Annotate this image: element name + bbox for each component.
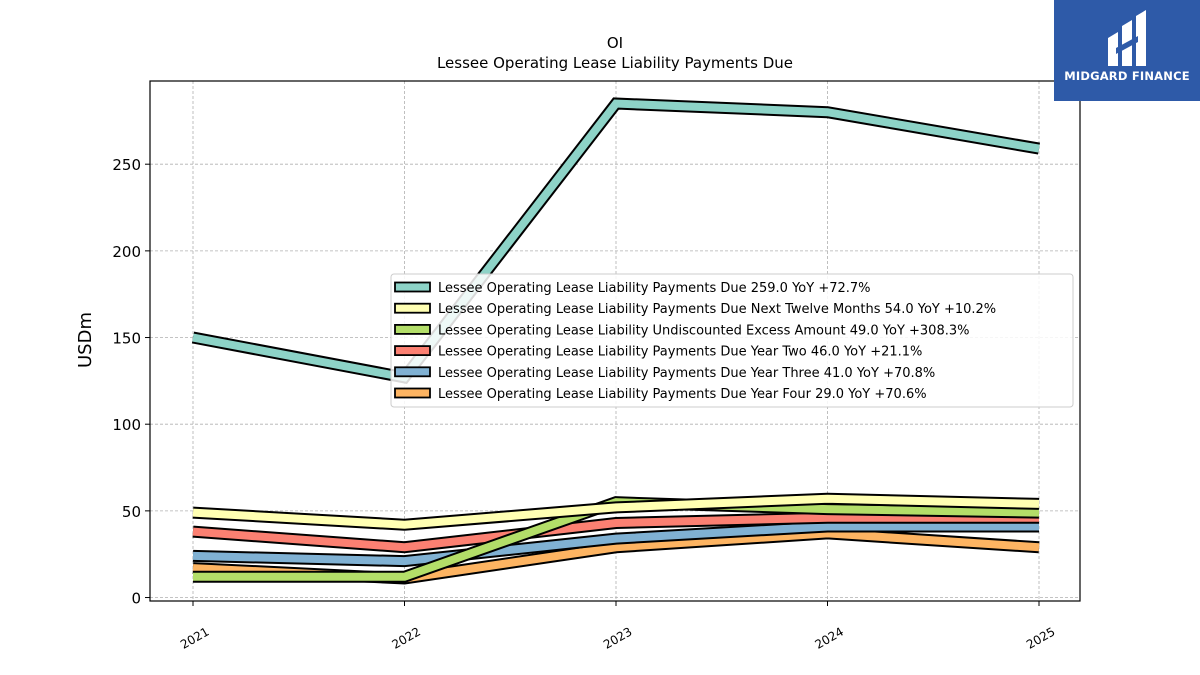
series-line	[191, 97, 1041, 384]
y-tick-label: 0	[131, 590, 141, 608]
legend-swatch	[394, 323, 431, 335]
x-tick-label: 2025	[1024, 624, 1057, 651]
series-line-core	[192, 513, 1039, 552]
y-tick-label: 150	[112, 330, 141, 348]
logo-text: MIDGARD FINANCE	[1064, 69, 1190, 83]
plot-frame	[149, 80, 1081, 602]
legend-swatch	[394, 387, 431, 399]
legend-box	[390, 273, 1074, 408]
y-axis-label: USDm	[75, 312, 96, 368]
legend: Lessee Operating Lease Liability Payment…	[390, 273, 1074, 408]
chart-title: OI	[607, 34, 623, 52]
legend-entry-label: Lessee Operating Lease Liability Payment…	[438, 387, 927, 402]
legend-swatch	[394, 302, 431, 314]
x-tick-label: 2023	[601, 624, 634, 651]
series-line	[192, 511, 1039, 554]
y-tick-label: 50	[122, 503, 141, 521]
legend-entry-label: Lessee Operating Lease Liability Payment…	[438, 366, 935, 381]
series-line	[192, 492, 1040, 531]
chart-subtitle: Lessee Operating Lease Liability Payment…	[437, 54, 793, 72]
legend-swatch	[394, 366, 431, 378]
legend-swatch	[394, 281, 431, 293]
brand-logo: MIDGARD FINANCE	[1054, 0, 1200, 101]
series-line-core	[192, 494, 1040, 529]
series-line-core	[192, 522, 1039, 566]
legend-swatch	[394, 345, 431, 357]
series-line	[192, 520, 1039, 568]
x-tick-label: 2022	[390, 624, 423, 651]
legend-entry-label: Lessee Operating Lease Liability Undisco…	[438, 323, 969, 338]
y-tick-label: 250	[112, 156, 141, 174]
y-tick-label: 100	[112, 416, 141, 434]
legend-entry-label: Lessee Operating Lease Liability Payment…	[438, 302, 996, 317]
x-tick-label: 2021	[178, 624, 211, 651]
series-lines	[191, 97, 1041, 585]
legend-entry-label: Lessee Operating Lease Liability Payment…	[438, 281, 871, 296]
series-line-core	[192, 99, 1040, 382]
legend-entry-label: Lessee Operating Lease Liability Payment…	[438, 345, 922, 360]
logo-mark-icon	[1108, 10, 1146, 66]
y-tick-label: 200	[112, 243, 141, 261]
x-tick-label: 2024	[813, 624, 846, 651]
